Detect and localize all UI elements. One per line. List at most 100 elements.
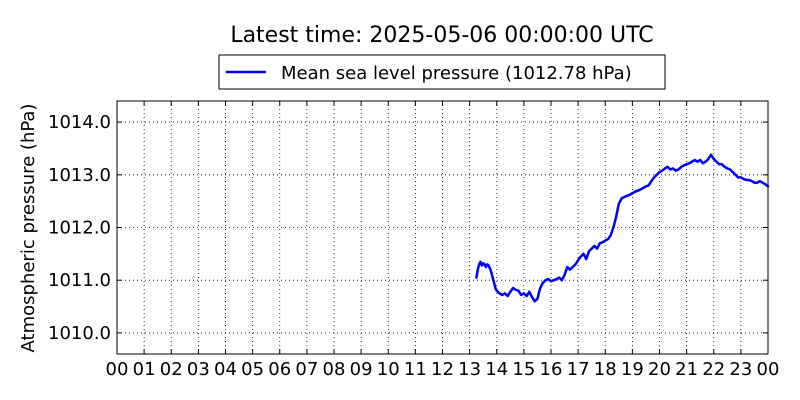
data-point (601, 241, 604, 244)
data-point (661, 169, 664, 172)
data-point (745, 178, 748, 182)
data-point (530, 295, 534, 299)
data-point (604, 239, 607, 242)
data-point (484, 265, 487, 269)
data-point (555, 278, 558, 281)
data-point (715, 160, 718, 163)
data-point (525, 294, 528, 298)
data-point (628, 193, 631, 196)
data-point (475, 276, 478, 279)
x-tick-label: 23 (729, 359, 752, 380)
axes (116, 100, 769, 355)
x-tick-label: 06 (268, 359, 291, 380)
data-point (522, 292, 525, 295)
data-point (753, 181, 756, 184)
data-point (636, 189, 639, 192)
data-point (737, 176, 740, 179)
x-tick-label: 17 (567, 359, 590, 380)
data-point (491, 276, 494, 279)
y-tick-label: 1010.0 (48, 323, 111, 344)
series-line-pressure (475, 153, 770, 303)
data-point (734, 173, 737, 176)
data-point (655, 173, 658, 176)
data-point (541, 281, 544, 284)
data-point (666, 165, 669, 168)
data-point (609, 234, 612, 237)
x-tick-label: 09 (350, 359, 373, 380)
data-point (495, 289, 498, 292)
data-point (620, 197, 623, 200)
x-tick-label: 22 (702, 359, 725, 380)
data-point (677, 168, 680, 171)
data-point (723, 165, 726, 168)
data-point (590, 247, 593, 250)
data-point (728, 168, 732, 171)
data-point (642, 186, 645, 190)
data-point (593, 244, 596, 248)
data-point (574, 263, 577, 266)
y-tick-label: 1013.0 (48, 165, 111, 186)
x-tick-label: 15 (512, 359, 535, 380)
x-tick-label: 08 (323, 359, 346, 380)
data-point (536, 297, 539, 300)
x-tick-label: 21 (675, 359, 698, 380)
data-point (742, 177, 745, 181)
y-tick-label: 1011.0 (48, 270, 111, 291)
data-point (758, 180, 761, 183)
data-point (487, 264, 490, 267)
data-point (560, 279, 563, 282)
data-point (680, 165, 683, 168)
data-point (549, 280, 553, 283)
legend: Mean sea level pressure (1012.78 hPa) (218, 54, 666, 90)
x-tick-label: 13 (458, 359, 481, 380)
x-tick-label: 20 (648, 359, 671, 380)
data-point (517, 289, 520, 292)
data-point (726, 167, 729, 170)
data-point (682, 164, 686, 167)
data-point (587, 250, 591, 253)
data-point (631, 192, 634, 195)
data-point (598, 242, 601, 245)
data-point (483, 263, 486, 266)
x-tick-label: 00 (106, 359, 129, 380)
data-point (690, 160, 694, 163)
data-point (563, 273, 566, 277)
data-point (514, 288, 517, 291)
data-point (764, 183, 767, 186)
y-axis-label: Atmospheric pressure (hPa) (18, 104, 39, 353)
data-point (650, 180, 653, 183)
data-point (506, 294, 509, 298)
data-point (685, 163, 688, 166)
plot-frame (116, 100, 769, 355)
x-tick-label: 00 (757, 359, 780, 380)
data-point (528, 290, 531, 293)
y-tick-label: 1012.0 (48, 218, 111, 239)
data-point (582, 252, 585, 255)
x-tick-label: 02 (160, 359, 183, 380)
data-point (663, 167, 667, 170)
data-point (739, 176, 742, 179)
data-point (696, 160, 699, 163)
data-point (669, 168, 672, 171)
data-point (596, 247, 599, 250)
series-layer (475, 153, 770, 303)
data-point (756, 181, 759, 184)
data-point (720, 163, 723, 166)
x-tick-label: 10 (377, 359, 400, 380)
data-point (585, 258, 588, 261)
data-point (488, 267, 492, 270)
data-point (652, 176, 656, 179)
data-point (566, 265, 569, 269)
x-tick-label: 19 (621, 359, 644, 380)
data-point (579, 255, 582, 258)
data-point (520, 293, 523, 297)
x-tick-label: 07 (295, 359, 318, 380)
data-point (704, 160, 707, 163)
legend-box (218, 54, 666, 90)
data-point (612, 226, 615, 229)
data-point (568, 268, 572, 271)
data-point (623, 195, 626, 199)
data-point (571, 265, 574, 269)
data-point (693, 158, 696, 162)
